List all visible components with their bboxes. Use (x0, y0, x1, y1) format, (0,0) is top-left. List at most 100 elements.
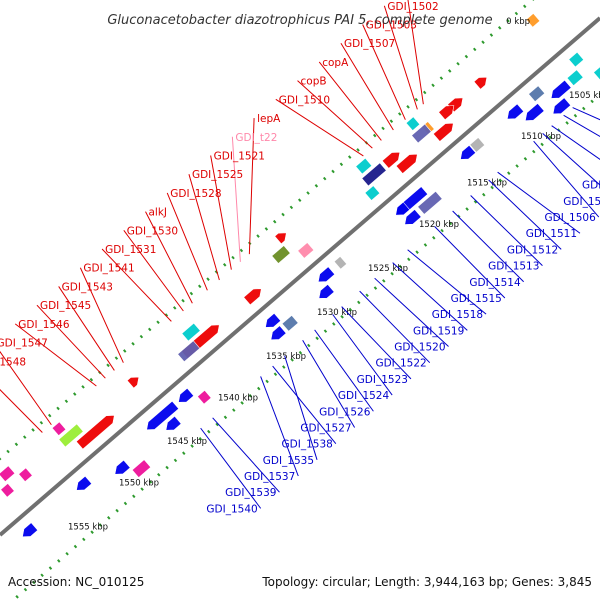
gene-label: GDI_1543 (62, 281, 113, 293)
gene-label: GDI_1547 (0, 338, 48, 350)
gene-feature-2 (568, 51, 585, 68)
gene-label: GDI_1535 (263, 455, 314, 467)
label-leader-line (497, 171, 581, 234)
gene-feature-42 (178, 387, 195, 403)
genome-backbone (0, 16, 600, 537)
label-leader-line (36, 304, 106, 379)
kbp-tick-label: 1540 kbp (218, 393, 258, 403)
gene-feature-22 (395, 201, 411, 216)
kbp-tick-label: 1555 kbp (68, 523, 108, 533)
gene-feature-46 (131, 459, 152, 478)
gene-feature-6 (552, 97, 572, 115)
gene-feature-19 (417, 190, 443, 215)
label-leader-line (145, 211, 193, 304)
gene-label: GDI_1540 (206, 503, 257, 515)
kbp-tick-label-partial: 0 kbp (506, 17, 530, 27)
gene-label: GDI_1503 (366, 20, 417, 32)
kbp-tick-label: 1520 kbp (419, 220, 459, 230)
gene-label: copB (301, 76, 327, 88)
label-leader-line (260, 376, 299, 477)
kbp-ticks: 1505 kbp 1510 kbp 1515 kbp 1520 kbp 1525 kbp… (68, 17, 600, 533)
label-leader-line (188, 174, 220, 281)
gene-label: GDI_1537 (244, 471, 295, 483)
topology-text: Topology: circular; Length: 3,944,163 bp… (261, 575, 592, 589)
gene-feature-40 (177, 340, 201, 363)
label-leader-line (284, 355, 318, 460)
label-leader-line (434, 226, 506, 299)
gene-feature-35 (265, 312, 282, 328)
gene-label: GDI_1539 (225, 487, 276, 499)
gene-feature-4 (566, 69, 584, 87)
kbp-tick-label: 1510 kbp (521, 132, 561, 142)
gene-feature-21 (404, 208, 422, 225)
gene-label: GDI_1520 (394, 342, 445, 354)
gene-label: GDI_1514 (469, 277, 521, 289)
gene-feature-28 (333, 255, 348, 270)
gene-label: copA (322, 57, 349, 69)
accession-text: Accession: NC_010125 (8, 575, 144, 589)
gene-label: GDI_1521 (214, 150, 265, 162)
gene-label: GDI_1507 (344, 38, 395, 50)
gene-feature-1 (593, 66, 600, 81)
gene-feature-53 (0, 465, 16, 483)
gene-feature-25 (361, 162, 387, 187)
gene-feature-26 (355, 157, 373, 175)
gene-feature-45 (126, 376, 140, 389)
kbp-tick-label: 1525 kbp (368, 264, 408, 274)
gene-label: alkJ (149, 207, 168, 219)
gene-label: GDI_1522 (375, 358, 426, 370)
gene-feature-33 (274, 232, 287, 245)
label-leader-line (488, 179, 562, 250)
inner-dot-track (0, 0, 535, 461)
gene-label: GDI_1510 (279, 94, 330, 106)
label-leader-line (542, 133, 600, 186)
gene-label: GDI_1525 (192, 169, 243, 181)
label-leader-line (392, 262, 468, 331)
label-leader-line (0, 350, 52, 426)
gene-label: GDI_1504 (582, 180, 600, 192)
label-leader-line (563, 114, 600, 138)
label-leader-line (58, 286, 115, 371)
gene-feature-10 (473, 76, 488, 90)
gene-label: GDI_1528 (170, 188, 221, 200)
gene-feature-47 (114, 459, 131, 475)
label-leader-line (332, 314, 393, 396)
gene-feature-17 (411, 123, 432, 144)
gene-label: lepA (257, 113, 281, 125)
gene-label: GDI_1526 (319, 406, 371, 418)
label-leader-line (212, 417, 280, 493)
gene-feature-18 (405, 116, 421, 132)
gene-feature-14 (438, 105, 455, 121)
gene-feature-32 (271, 245, 291, 264)
gene-feature-9 (506, 103, 525, 120)
kbp-tick-label: 1545 kbp (167, 437, 207, 447)
gene-feature-29 (317, 266, 336, 283)
gene-label: GDI_1506 (544, 212, 596, 224)
gene-label: GDI_1511 (526, 228, 577, 240)
gene-feature-3 (525, 12, 541, 28)
map-title: Gluconacetobacter diazotrophicus PAI 5, … (107, 13, 492, 28)
gene-feature-49 (58, 423, 84, 448)
gene-label: GDI_t22 (235, 132, 277, 144)
gene-feature-37 (243, 288, 262, 306)
gene-label: GDI_1541 (83, 263, 134, 275)
label-leader-line (166, 192, 208, 291)
label-leader-line (341, 306, 412, 380)
label-leader-line (123, 230, 184, 312)
label-leader-line (302, 339, 356, 428)
gene-feature-52 (18, 467, 33, 483)
label-leader-line (272, 365, 337, 444)
label-leader-line (231, 136, 241, 262)
gene-feature-36 (270, 325, 287, 341)
label-leader-line (79, 267, 124, 363)
gene-label: GDI_1548 (0, 356, 26, 368)
gene-label: GDI_1512 (507, 244, 558, 256)
label-leader-line (248, 118, 255, 255)
gene-label: GDI_1519 (413, 325, 464, 337)
gene-labels: sdaAmcpAGDI_1504GDI_1505GDI_1506GDI_1511… (0, 0, 600, 515)
gene-feature-51 (76, 475, 93, 491)
gene-feature-41 (197, 389, 212, 405)
gene-feature-5 (550, 79, 572, 99)
